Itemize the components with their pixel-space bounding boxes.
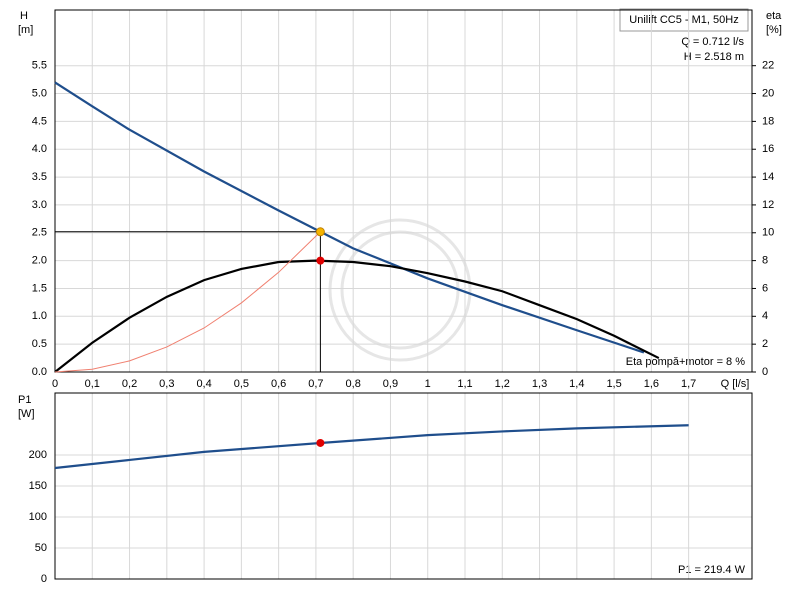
y-tick-label: 2.0 (32, 255, 47, 267)
y2-tick-label: 12 (762, 199, 774, 211)
y-tick-label: 50 (35, 542, 47, 554)
x-tick-label: 0 (52, 378, 58, 390)
y-tick-label: 4.0 (32, 143, 47, 155)
y2-tick-label: 2 (762, 338, 768, 350)
x-tick-label: 0,1 (85, 378, 100, 390)
y-tick-label: 0 (41, 573, 47, 585)
y-tick-label: 0.5 (32, 338, 47, 350)
y2-tick-label: 16 (762, 143, 774, 155)
x-tick-label: 1,2 (495, 378, 510, 390)
x-tick-label: 0,7 (308, 378, 323, 390)
y2-tick-label: 4 (762, 310, 768, 322)
y-tick-label: 5.5 (32, 60, 47, 72)
grid (54, 393, 752, 580)
plot-frame (54, 392, 753, 580)
operating-point (316, 438, 325, 447)
y2-tick-label: 14 (762, 171, 774, 183)
y-tick-label: 3.5 (32, 171, 47, 183)
x-tick-label: 1,1 (457, 378, 472, 390)
x-tick-label: 1,4 (569, 378, 584, 390)
y2-tick-label: 10 (762, 227, 774, 239)
x-tick-label: 0,6 (271, 378, 286, 390)
curve (54, 424, 689, 470)
x-tick-label: 1 (425, 378, 431, 390)
y-tick-label: 1.0 (32, 310, 47, 322)
title-box (619, 8, 749, 32)
y-tick-label: 2.5 (32, 227, 47, 239)
y-axis-label: H (20, 10, 28, 22)
chart-title: Unilift CC5 - M1, 50Hz (629, 14, 738, 26)
y-axis-unit: [m] (18, 24, 33, 36)
watermark (328, 218, 472, 362)
annotation: Eta pompă+motor = 8 % (626, 356, 745, 368)
y-tick-label: 0.0 (32, 366, 47, 378)
curve (54, 231, 321, 373)
y2-axis-label: eta (766, 10, 782, 22)
x-tick-label: 0,5 (234, 378, 249, 390)
y2-tick-label: 20 (762, 87, 774, 99)
y-tick-label: 3.0 (32, 199, 47, 211)
annotation: H = 2.518 m (684, 51, 744, 63)
y-axis-label: P1 (18, 394, 31, 406)
plot-frame (54, 9, 753, 373)
y2-tick-label: 6 (762, 282, 768, 294)
y2-axis-unit: [%] (766, 24, 782, 36)
x-tick-label: 0,8 (346, 378, 361, 390)
x-tick-label: 1,5 (606, 378, 621, 390)
grid (54, 10, 752, 373)
y2-tick-label: 18 (762, 115, 774, 127)
curve (54, 259, 660, 373)
annotation: Q = 0.712 l/s (681, 36, 744, 48)
annotation: P1 = 219.4 W (678, 564, 746, 576)
y2-tick-label: 8 (762, 255, 768, 267)
y-tick-label: 4.5 (32, 115, 47, 127)
y-tick-label: 200 (29, 449, 47, 461)
x-axis-label: Q [l/s] (721, 378, 750, 390)
y-tick-label: 100 (29, 511, 47, 523)
y-tick-label: 1.5 (32, 282, 47, 294)
x-tick-label: 1,7 (681, 378, 696, 390)
x-tick-label: 1,3 (532, 378, 547, 390)
y-tick-label: 150 (29, 480, 47, 492)
y-tick-label: 5.0 (32, 87, 47, 99)
x-tick-label: 0,9 (383, 378, 398, 390)
x-tick-label: 0,4 (196, 378, 211, 390)
x-tick-label: 0,3 (159, 378, 174, 390)
operating-point (315, 227, 325, 237)
y2-tick-label: 22 (762, 60, 774, 72)
y2-tick-label: 0 (762, 366, 768, 378)
y-axis-unit: [W] (18, 408, 35, 420)
x-tick-label: 1,6 (644, 378, 659, 390)
x-tick-label: 0,2 (122, 378, 137, 390)
operating-point (316, 256, 325, 265)
